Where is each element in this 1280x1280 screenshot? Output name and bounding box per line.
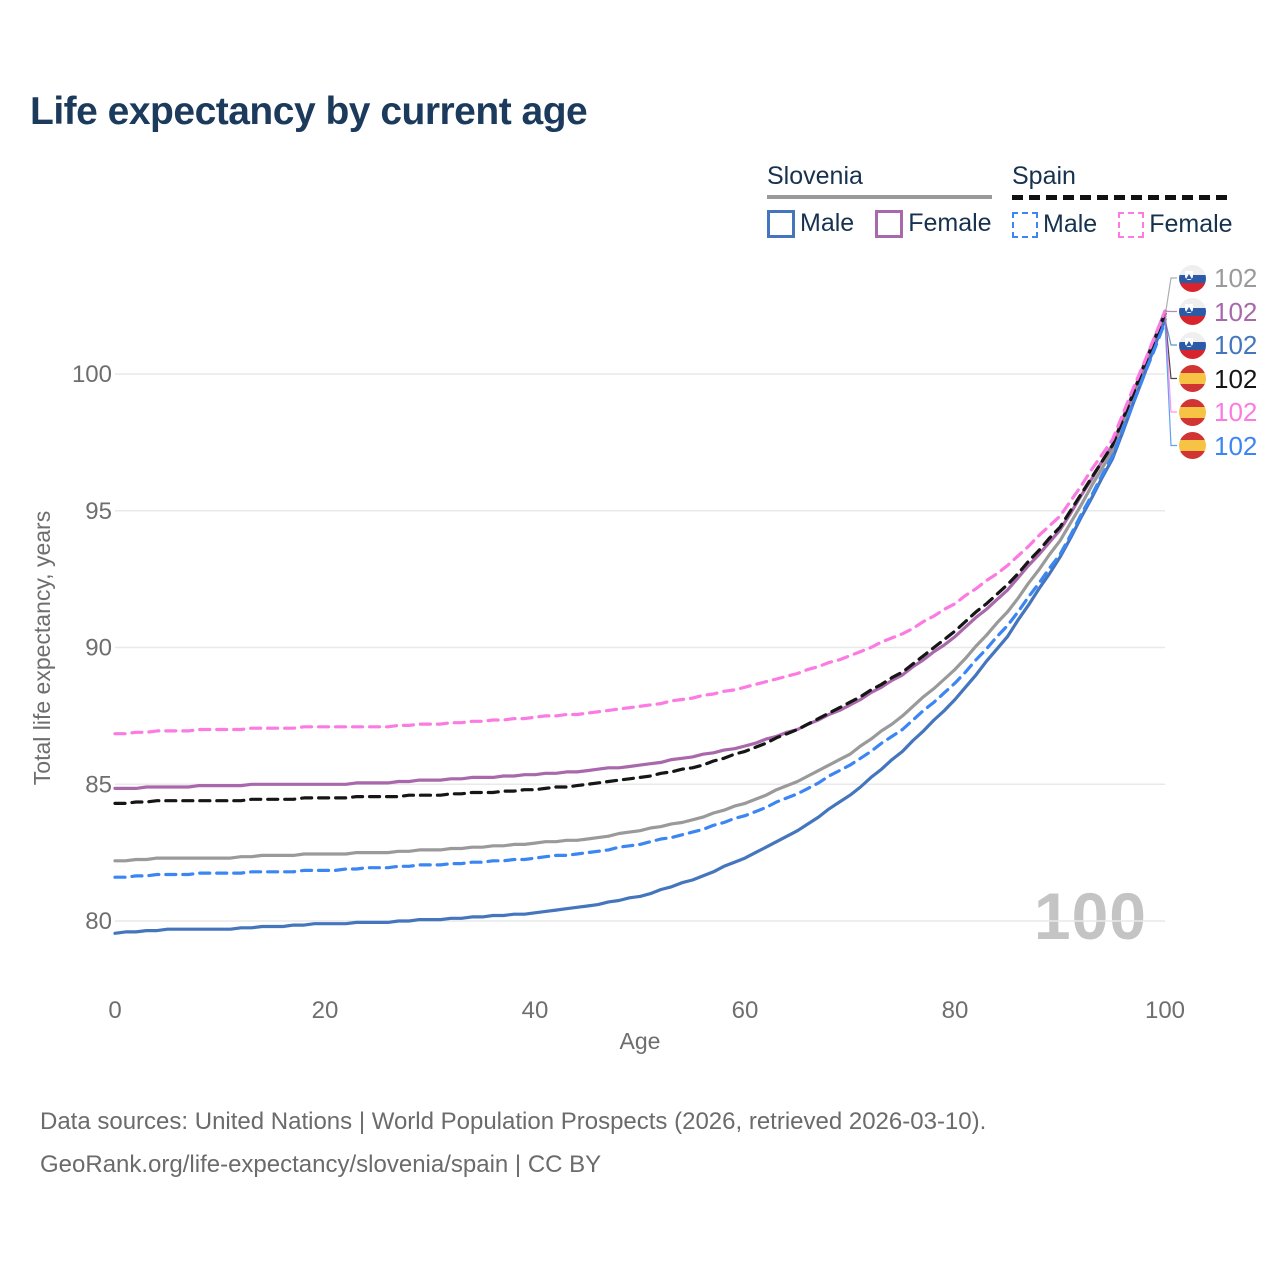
leader-line-0: [1164, 277, 1177, 317]
leader-line-4: [1164, 311, 1177, 413]
legend-spain-female[interactable]: Female: [1118, 210, 1233, 239]
slovenia-crest-icon: [1185, 270, 1193, 280]
endpoint-value: 102: [1214, 363, 1258, 394]
legend-group-slovenia: Slovenia Male Female: [767, 162, 992, 238]
legend-spain-male[interactable]: Male: [1012, 210, 1097, 239]
slovenia-crest-icon: [1185, 337, 1193, 347]
legend-slovenia-male-label: Male: [800, 209, 855, 237]
y-tick-95: 95: [85, 498, 112, 525]
endpoint-value: 102: [1214, 397, 1258, 427]
legend-spain-female-label: Female: [1149, 210, 1233, 238]
leader-line-5: [1164, 321, 1177, 447]
endpoint-value: 102: [1214, 330, 1258, 360]
slovenia-female-swatch-icon: [875, 209, 904, 238]
legend-group-spain: Spain Male Female: [1012, 162, 1233, 239]
legend-country-spain[interactable]: Spain: [1012, 162, 1233, 200]
spain-male-swatch-icon: [1012, 211, 1038, 238]
footer: Data sources: United Nations | World Pop…: [40, 1108, 986, 1194]
legend-slovenia-female[interactable]: Female: [875, 209, 992, 238]
endpoint-value: 102: [1214, 430, 1258, 461]
page-title: Life expectancy by current age: [30, 90, 588, 133]
endpoint-value: 102: [1214, 296, 1258, 327]
x-tick-0: 0: [108, 997, 121, 1024]
legend-slovenia-female-label: Female: [908, 209, 992, 237]
series-line-spain[interactable]: [113, 312, 1167, 806]
series-line-slovenia-male[interactable]: [113, 317, 1167, 935]
legend-country-slovenia[interactable]: Slovenia: [767, 162, 992, 199]
x-tick-100: 100: [1145, 997, 1185, 1024]
slovenia-flag-icon: [1179, 298, 1206, 325]
series-line-slovenia[interactable]: [113, 315, 1167, 863]
slovenia-flag-icon: [1179, 264, 1206, 292]
series-line-slovenia-female[interactable]: [113, 309, 1167, 791]
spain-flag-icon: [1179, 398, 1206, 426]
endpoint-row-slovenia: 102: [1179, 264, 1257, 292]
spain-flag-icon: [1179, 432, 1206, 459]
slovenia-flag-icon: [1179, 331, 1206, 359]
legend-slovenia-male[interactable]: Male: [767, 209, 854, 238]
endpoint-row-spain-male: 102: [1179, 432, 1257, 460]
endpoint-row-spain: 102: [1179, 365, 1257, 393]
legend-spain-label: Spain: [1012, 162, 1076, 190]
endpoint-row-slovenia-male: 102: [1179, 331, 1257, 359]
endpoint-value: 102: [1214, 263, 1258, 293]
spain-total-line-swatch: [1012, 195, 1233, 200]
series-line-spain-female[interactable]: [113, 309, 1167, 736]
y-tick-100: 100: [72, 361, 112, 388]
footer-data-sources: Data sources: United Nations | World Pop…: [40, 1108, 987, 1135]
legend-spain-male-label: Male: [1043, 210, 1098, 238]
y-tick-80: 80: [85, 908, 112, 935]
slovenia-total-line-swatch: [767, 195, 992, 199]
x-tick-20: 20: [312, 997, 339, 1024]
series-lines: [113, 309, 1167, 935]
y-tick-90: 90: [85, 635, 112, 662]
x-tick-40: 40: [522, 997, 549, 1024]
y-tick-85: 85: [85, 771, 112, 798]
spain-female-swatch-icon: [1118, 211, 1145, 238]
age-watermark: 100: [1033, 879, 1147, 953]
gridlines: 80 85 90 95 100 0 20 40 60 80 100: [72, 361, 1185, 1024]
x-tick-60: 60: [732, 997, 759, 1024]
legend-slovenia-label: Slovenia: [767, 162, 863, 190]
x-tick-80: 80: [942, 997, 969, 1024]
spain-flag-icon: [1179, 365, 1206, 392]
y-axis-title: Total life expectancy, years: [29, 510, 55, 786]
series-line-spain-male[interactable]: [113, 320, 1167, 879]
footer-attribution: GeoRank.org/life-expectancy/slovenia/spa…: [40, 1151, 602, 1178]
slovenia-crest-icon: [1185, 304, 1193, 313]
leader-line-2: [1164, 319, 1177, 346]
endpoint-row-spain-female: 102: [1179, 398, 1257, 426]
slovenia-male-swatch-icon: [767, 209, 795, 238]
x-axis-title: Age: [619, 1028, 661, 1054]
endpoint-row-slovenia-female: 102: [1179, 298, 1257, 326]
